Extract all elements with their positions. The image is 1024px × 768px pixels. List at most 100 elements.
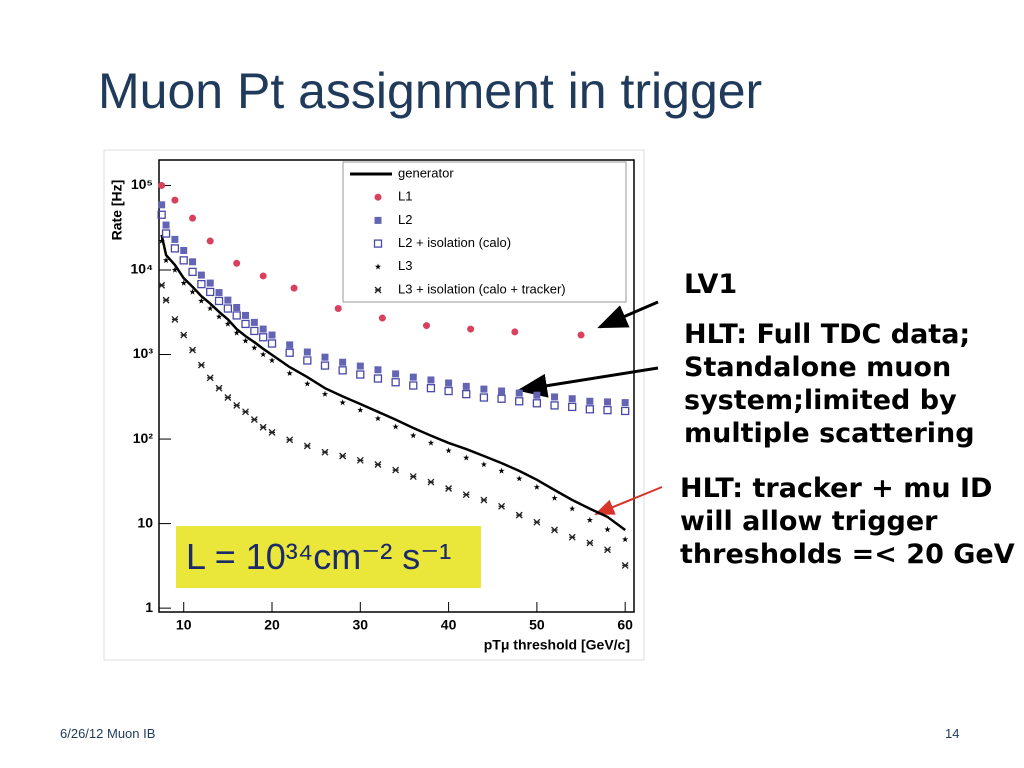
slide-title: Muon Pt assignment in trigger <box>98 63 763 119</box>
point <box>511 328 519 336</box>
point <box>427 439 435 446</box>
point <box>286 341 294 349</box>
point <box>171 266 178 273</box>
point <box>444 386 453 396</box>
point <box>303 348 311 356</box>
point <box>621 561 629 569</box>
point <box>551 393 559 401</box>
point <box>171 235 179 243</box>
x-tick-label: 10 <box>176 617 192 633</box>
point <box>259 423 267 431</box>
legend-label: L1 <box>398 189 412 204</box>
point <box>233 303 241 311</box>
point <box>409 473 417 481</box>
point <box>604 398 612 406</box>
plot-frame <box>158 159 635 613</box>
point <box>188 267 197 277</box>
point <box>179 256 188 265</box>
point <box>206 237 214 245</box>
series-line <box>160 234 626 532</box>
point <box>197 361 205 369</box>
point <box>551 494 558 501</box>
point <box>604 526 611 533</box>
point <box>339 452 347 460</box>
point <box>267 339 277 348</box>
point <box>410 432 417 439</box>
page-number: 14 <box>945 726 960 741</box>
point <box>268 428 276 436</box>
y-tick-label: 10³ <box>133 345 154 361</box>
point <box>162 296 170 304</box>
point <box>467 325 475 333</box>
point <box>286 370 293 376</box>
point <box>290 284 298 292</box>
point <box>250 416 258 424</box>
annotation: LV1 <box>684 269 738 300</box>
point <box>339 358 347 366</box>
point <box>462 491 470 499</box>
point <box>286 436 294 444</box>
point <box>321 448 329 456</box>
point <box>259 272 267 280</box>
point <box>585 405 595 414</box>
point <box>515 389 523 397</box>
point <box>568 533 576 541</box>
point <box>586 516 593 523</box>
point <box>462 389 471 399</box>
point <box>551 526 558 534</box>
point <box>320 361 330 370</box>
point <box>162 221 170 229</box>
point <box>161 229 171 238</box>
point <box>189 288 196 295</box>
point <box>189 258 197 266</box>
point <box>215 289 223 297</box>
point <box>426 384 436 393</box>
point <box>378 314 386 322</box>
point <box>533 518 541 526</box>
x-tick-label: 40 <box>441 617 457 633</box>
point <box>303 356 312 365</box>
point <box>374 366 382 374</box>
x-tick-label: 60 <box>617 617 633 633</box>
point <box>392 466 400 474</box>
point <box>357 406 364 413</box>
point <box>427 376 435 384</box>
point <box>241 319 250 329</box>
x-tick-label: 30 <box>353 617 369 633</box>
point <box>197 279 206 289</box>
point <box>224 394 232 401</box>
point <box>158 281 166 289</box>
point <box>374 286 382 294</box>
point <box>303 442 311 450</box>
point <box>533 391 541 399</box>
point <box>550 401 559 410</box>
annotation: HLT: Full TDC data; Standalone muon syst… <box>684 319 975 449</box>
point <box>445 379 453 387</box>
point <box>532 399 542 408</box>
point <box>374 415 382 422</box>
point <box>232 311 241 320</box>
point <box>515 397 524 406</box>
point <box>392 370 400 378</box>
luminosity-label: L = 10³⁴cm⁻² s⁻¹ <box>176 526 481 588</box>
point <box>197 271 205 279</box>
point <box>158 237 165 244</box>
point <box>206 279 214 287</box>
annotation: HLT: tracker + mu ID will allow trigger … <box>680 473 1015 570</box>
y-tick-label: 10² <box>133 430 154 446</box>
legend-box <box>342 161 627 303</box>
y-tick-label: 10 <box>137 514 153 530</box>
point <box>423 322 431 330</box>
point <box>268 357 276 364</box>
point <box>223 304 233 313</box>
point <box>586 397 594 405</box>
point <box>374 461 382 468</box>
point <box>233 259 241 267</box>
point <box>214 296 224 306</box>
point <box>479 393 489 402</box>
legend-label: L3 + isolation (calo + tracker) <box>398 281 566 296</box>
point <box>180 331 188 339</box>
point <box>621 406 630 416</box>
point <box>242 408 249 416</box>
